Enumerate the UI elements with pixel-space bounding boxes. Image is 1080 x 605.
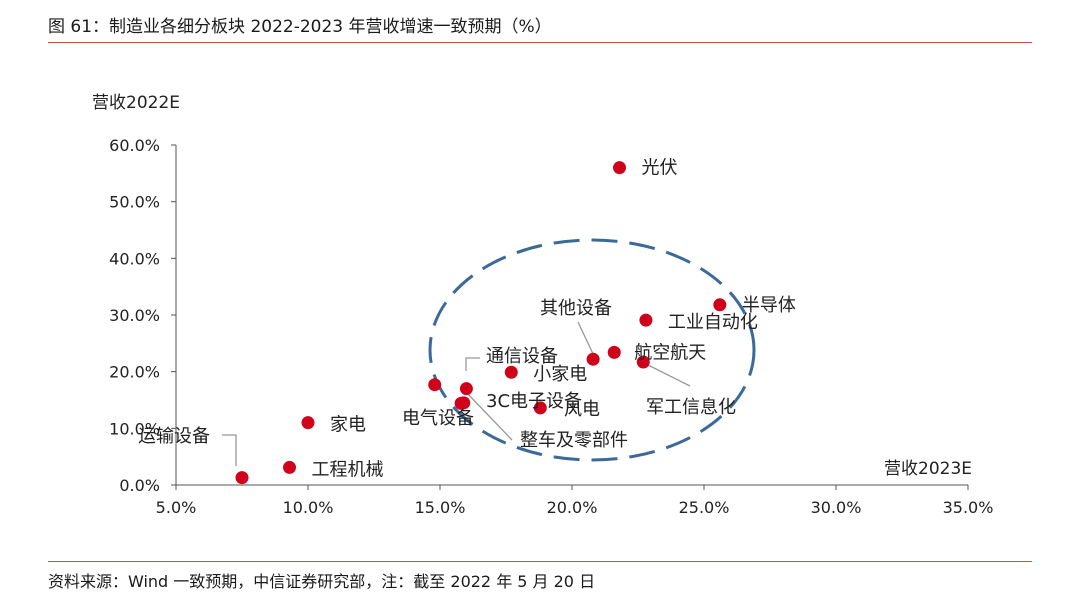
data-point (428, 378, 442, 392)
x-tick-label: 10.0% (283, 498, 334, 517)
data-label: 航空航天 (634, 342, 706, 363)
data-point (713, 298, 727, 312)
data-label: 军工信息化 (646, 397, 736, 418)
data-label: 其他设备 (540, 298, 612, 319)
data-point (586, 352, 600, 366)
data-label: 工程机械 (312, 459, 384, 480)
data-label: 风电 (564, 399, 600, 420)
data-point (607, 345, 621, 359)
x-tick-label: 35.0% (943, 498, 994, 517)
x-tick-label: 15.0% (415, 498, 466, 517)
source-note: 资料来源：Wind 一致预期，中信证券研究部，注：截至 2022 年 5 月 2… (48, 572, 596, 591)
data-point (301, 416, 315, 430)
x-tick-label: 20.0% (547, 498, 598, 517)
data-point (533, 401, 547, 415)
y-tick-label: 30.0% (109, 306, 160, 325)
y-tick-label: 50.0% (109, 193, 160, 212)
leader-line (465, 391, 513, 441)
x-tick-label: 5.0% (156, 498, 197, 517)
y-tick-label: 10.0% (109, 419, 160, 438)
leader-line (641, 361, 691, 387)
figure-title: 图 61：制造业各细分板块 2022-2023 年营收增速一致预期（%） (48, 17, 552, 37)
data-point (636, 355, 650, 369)
x-tick-label: 25.0% (679, 498, 730, 517)
source-divider (48, 561, 1032, 562)
data-label: 光伏 (642, 158, 678, 179)
data-point (613, 161, 627, 175)
leader-line (577, 321, 595, 357)
title-divider (48, 42, 1032, 43)
y-tick-label: 0.0% (119, 476, 160, 495)
highlight-ellipse (428, 238, 756, 462)
data-label: 小家电 (533, 364, 587, 385)
data-point (504, 365, 518, 379)
data-label: 3C电子设备 (486, 391, 582, 412)
data-label: 工业自动化 (668, 312, 758, 333)
data-point (283, 460, 297, 474)
x-axis-title: 营收2023E (884, 459, 972, 479)
y-tick-label: 20.0% (109, 363, 160, 382)
leader-line (465, 357, 480, 371)
data-label: 整车及零部件 (520, 430, 628, 451)
y-tick-label: 60.0% (109, 136, 160, 155)
data-label: 半导体 (742, 295, 796, 316)
data-point (235, 471, 249, 485)
data-label: 家电 (330, 415, 366, 436)
y-tick-label: 40.0% (109, 249, 160, 268)
x-tick-label: 30.0% (811, 498, 862, 517)
data-label: 运输设备 (138, 426, 210, 447)
data-point (454, 396, 468, 410)
data-label: 通信设备 (486, 346, 558, 367)
data-label: 电气设备 (402, 408, 474, 429)
leader-line (222, 434, 237, 466)
y-axis-title: 营收2022E (92, 93, 180, 113)
data-point (639, 313, 653, 327)
data-point (459, 382, 473, 396)
